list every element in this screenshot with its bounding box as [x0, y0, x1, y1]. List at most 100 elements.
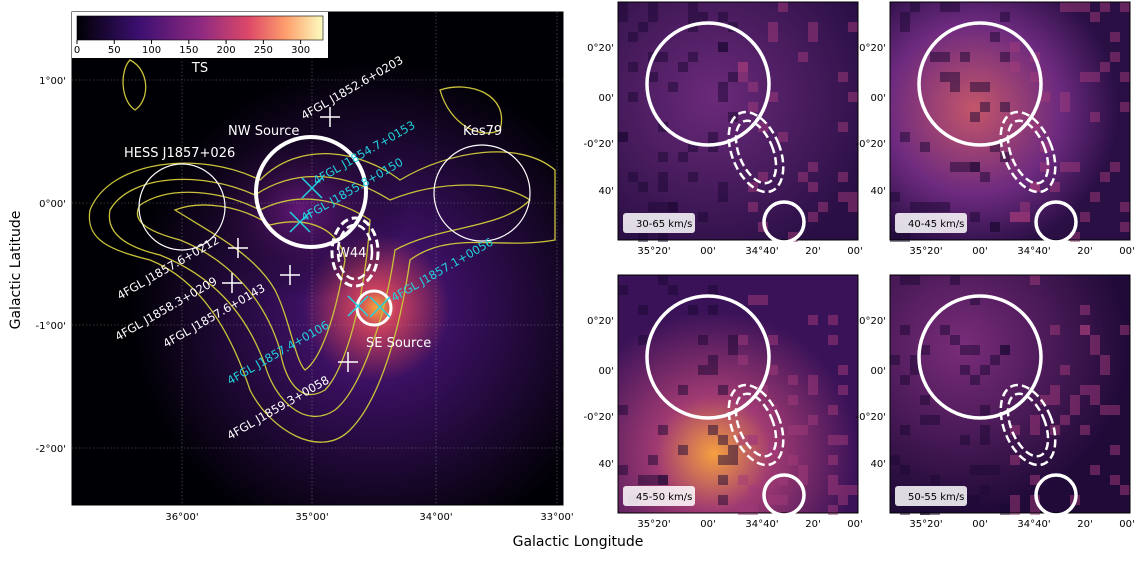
pixel-noise: [1090, 112, 1100, 122]
pixel-noise: [1030, 122, 1040, 132]
pixel-noise: [1010, 42, 1020, 52]
pixel-noise: [808, 182, 818, 192]
pixel-noise: [1070, 232, 1080, 242]
region: [645, 294, 771, 420]
velocity-label: 50-55 km/s: [908, 492, 964, 503]
pixel-noise: [658, 425, 668, 435]
pixel-noise: [838, 435, 848, 445]
colorbar-tick-label: 150: [179, 45, 198, 56]
pixel-noise: [1060, 365, 1070, 375]
pixel-noise: [980, 172, 990, 182]
pixel-noise: [950, 162, 960, 172]
pixel-noise: [1080, 2, 1090, 12]
pixel-noise: [738, 505, 748, 515]
pixel-noise: [970, 295, 980, 305]
region: [1034, 473, 1078, 517]
pixel-noise: [838, 172, 848, 182]
pixel-noise: [688, 142, 698, 152]
pixel-noise: [678, 62, 688, 72]
pixel-noise: [668, 285, 678, 295]
pixel-noise: [788, 425, 798, 435]
pixel-noise: [728, 335, 738, 345]
pixel-noise: [930, 202, 940, 212]
pixel-noise: [1060, 415, 1070, 425]
pixel-noise: [748, 405, 758, 415]
pixel-noise: [970, 345, 980, 355]
pixel-noise: [828, 335, 838, 345]
pixel-noise: [638, 475, 648, 485]
pixel-noise: [1080, 385, 1090, 395]
pixel-noise: [838, 192, 848, 202]
pixel-noise: [940, 72, 950, 82]
pixel-noise: [1120, 2, 1130, 12]
pixel-noise: [738, 72, 748, 82]
y-tick-label: 40': [599, 186, 614, 197]
x-tick-label: 34°00': [419, 512, 452, 523]
pixel-noise: [1090, 385, 1100, 395]
pixel-noise: [748, 102, 758, 112]
pixel-noise: [768, 335, 778, 345]
pixel-noise: [960, 435, 970, 445]
pixel-noise: [718, 435, 728, 445]
pixel-noise: [828, 455, 838, 465]
pixel-noise: [1070, 395, 1080, 405]
pixel-noise: [990, 32, 1000, 42]
pixel-noise: [778, 475, 788, 485]
pixel-noise: [838, 365, 848, 375]
pixel-noise: [1070, 162, 1080, 172]
pixel-noise: [1110, 475, 1120, 485]
pixel-noise: [628, 62, 638, 72]
pixel-noise: [1110, 52, 1120, 62]
pixel-noise: [648, 72, 658, 82]
pixel-noise: [990, 142, 1000, 152]
pixel-noise: [1030, 182, 1040, 192]
pixel-noise: [678, 385, 688, 395]
x-tick-label: 35°00': [295, 512, 328, 523]
source-label: HESS J1857+026: [124, 146, 235, 161]
pixel-noise: [768, 445, 778, 455]
pixel-noise: [708, 285, 718, 295]
y-tick-label: 0°20': [587, 43, 614, 54]
pixel-noise: [980, 465, 990, 475]
pixel-noise: [1120, 222, 1130, 232]
pixel-noise: [708, 142, 718, 152]
pixel-noise: [748, 435, 758, 445]
pixel-noise: [1120, 325, 1130, 335]
velocity-panel: 40-45 km/s 35°20' 00' 34°40' 20' 00' 0°20' 00' -…: [856, 1, 1135, 257]
pixel-noise: [638, 22, 648, 32]
pixel-noise: [848, 92, 858, 102]
y-axis-label: Galactic Latitude: [8, 211, 24, 330]
pixel-noise: [768, 32, 778, 42]
pixel-noise: [668, 82, 678, 92]
pixel-noise: [920, 415, 930, 425]
colorbar-tick-label: 200: [217, 45, 236, 56]
legend-box: [623, 213, 695, 233]
pixel-noise: [738, 435, 748, 445]
pixel-noise: [778, 495, 788, 505]
pixel-noise: [1110, 162, 1120, 172]
source-label: W44: [337, 246, 366, 261]
colorbar-tick-label: 50: [108, 45, 121, 56]
pixel-noise: [1090, 465, 1100, 475]
pixel-noise: [1030, 475, 1040, 485]
pixel-noise: [1000, 505, 1010, 515]
pixel-noise: [1020, 202, 1030, 212]
pixel-noise: [940, 325, 950, 335]
pixel-noise: [1010, 425, 1020, 435]
pixel-noise: [788, 395, 798, 405]
pixel-noise: [1110, 445, 1120, 455]
y-tick-label: -0°20': [856, 412, 886, 423]
pixel-noise: [728, 72, 738, 82]
pixel-noise: [890, 232, 900, 242]
pixel-noise: [920, 142, 930, 152]
pixel-noise: [900, 505, 910, 515]
pixel-noise: [920, 505, 930, 515]
pixel-noise: [960, 345, 970, 355]
x-tick-label: 00': [1119, 246, 1134, 257]
pixel-noise: [668, 202, 678, 212]
pixel-noise: [808, 315, 818, 325]
pixel-noise: [778, 2, 788, 12]
pixel-noise: [728, 455, 738, 465]
pixel-noise: [648, 12, 658, 22]
y-tick-label: 00': [871, 93, 886, 104]
